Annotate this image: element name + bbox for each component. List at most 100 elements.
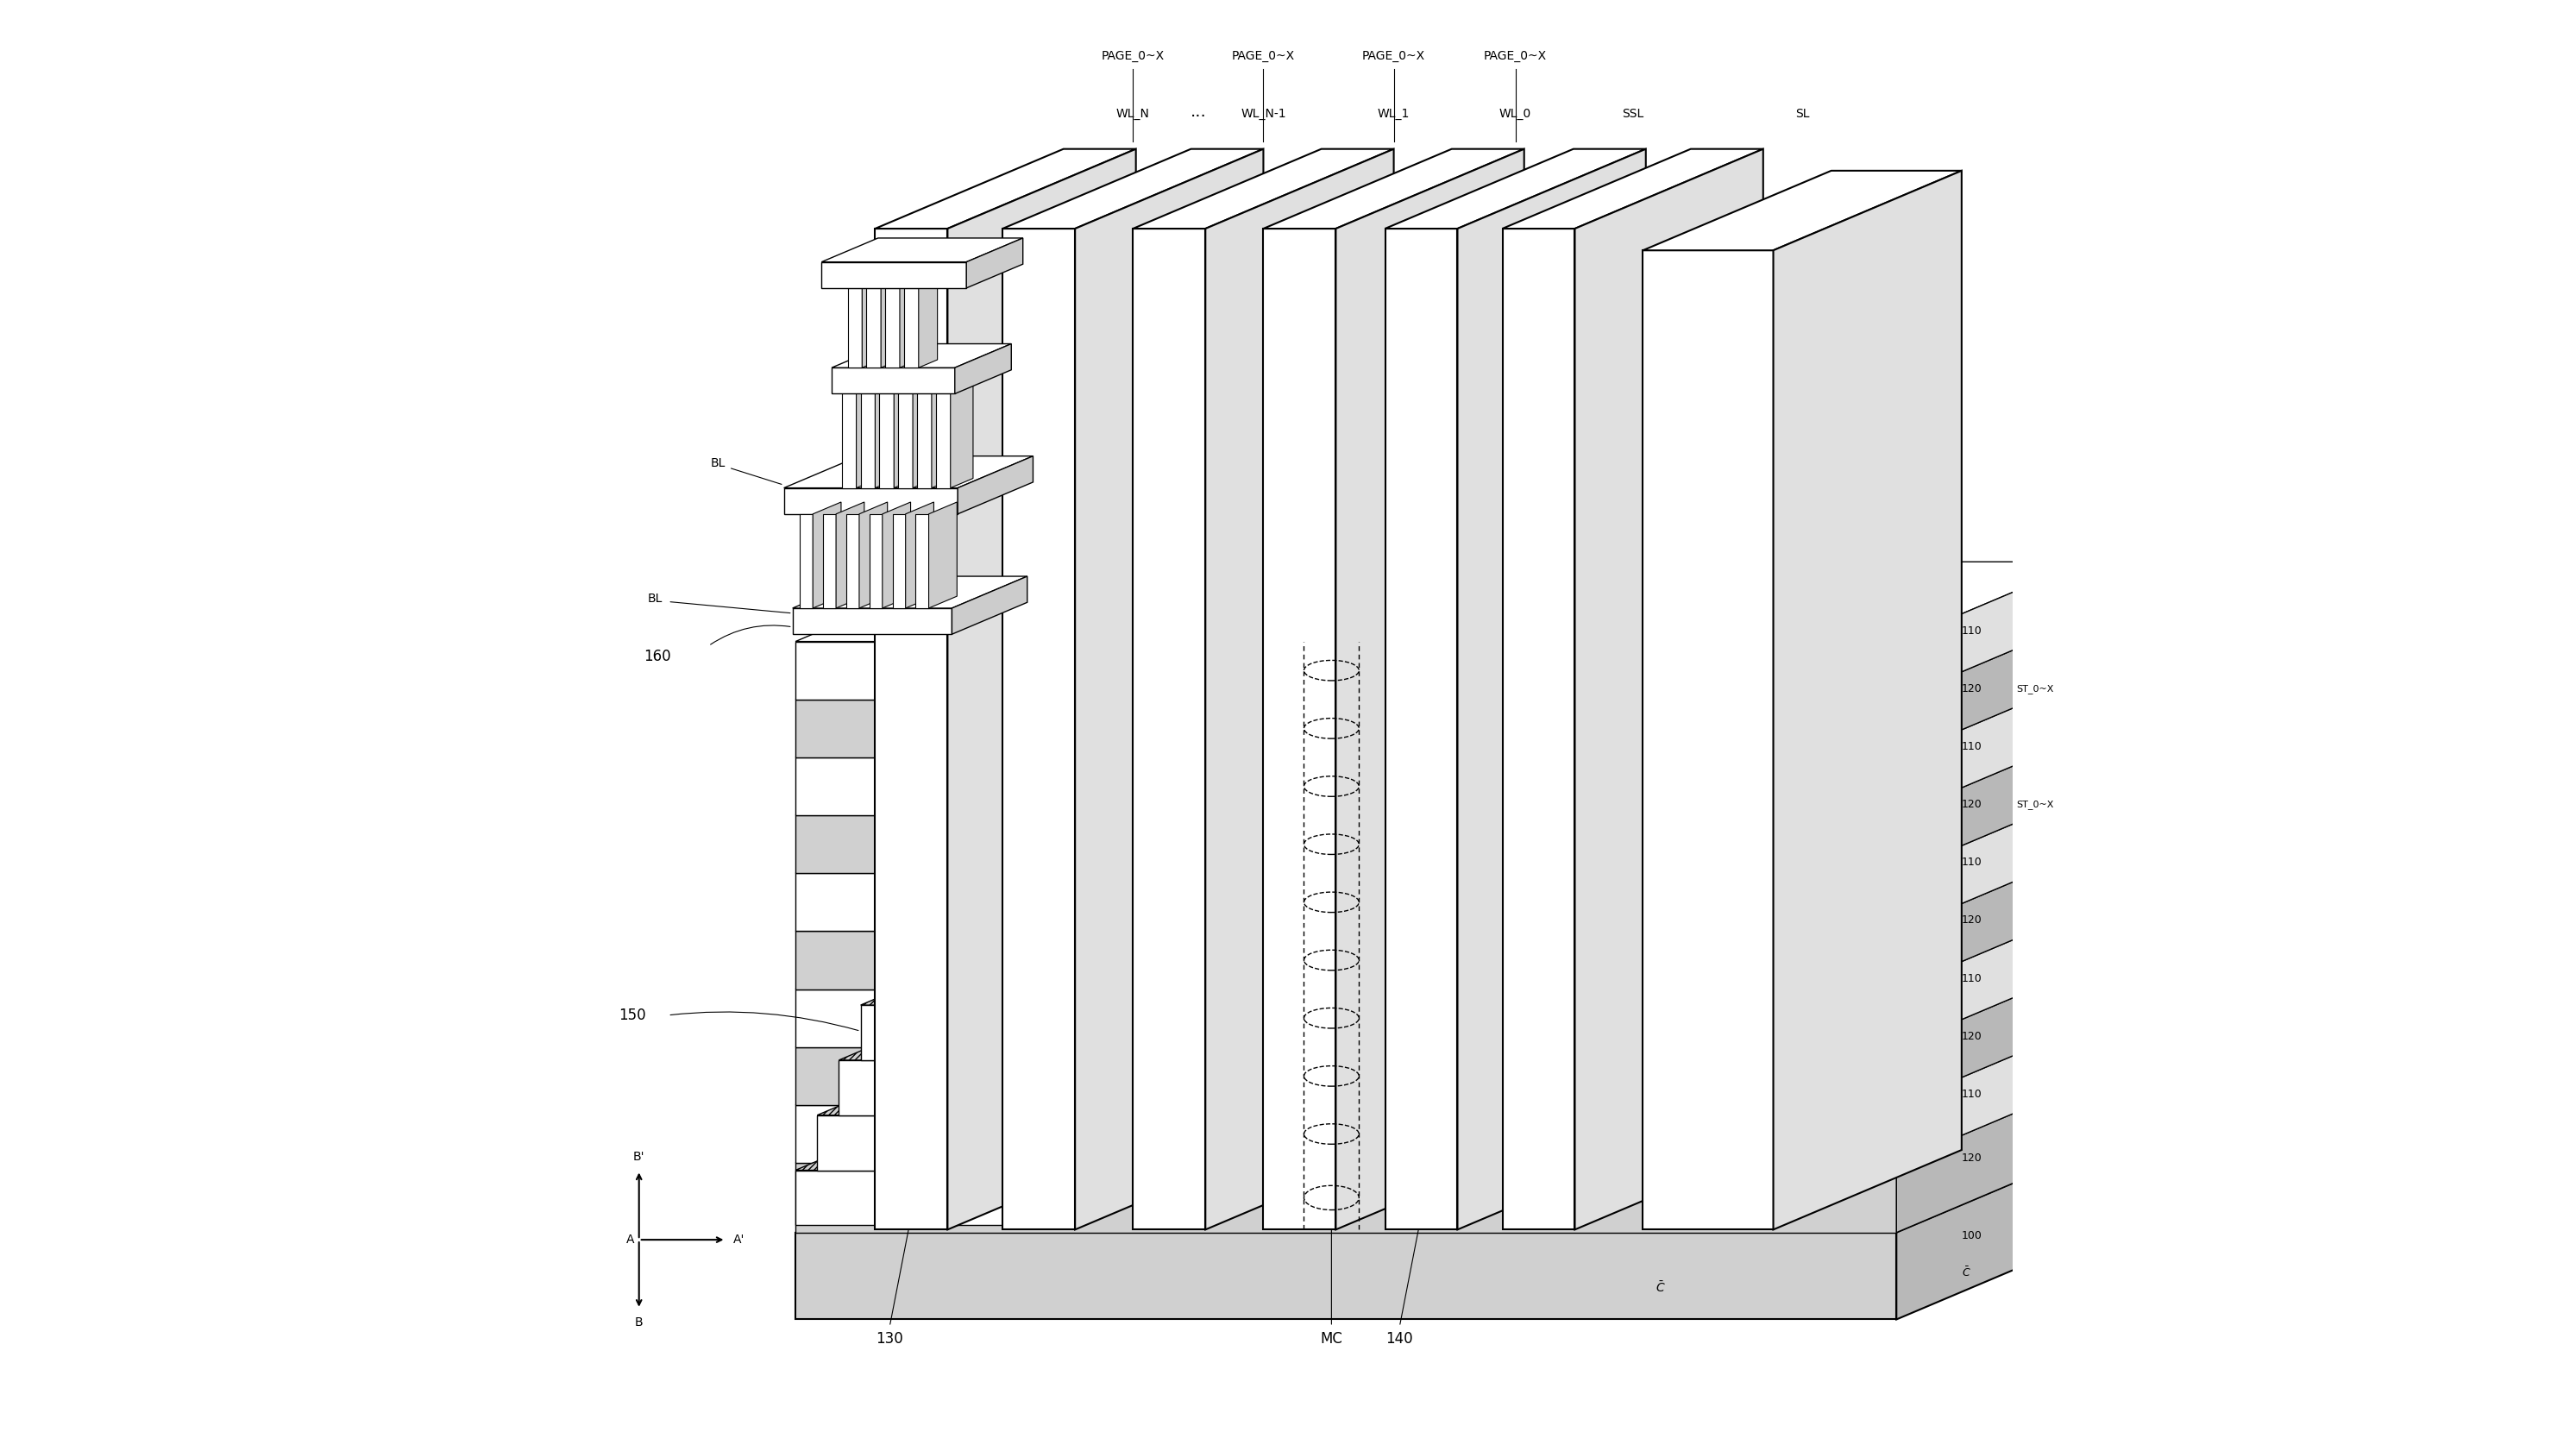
Text: 110: 110 — [1960, 856, 1981, 868]
Polygon shape — [1574, 149, 1762, 1229]
Text: PAGE_0~X: PAGE_0~X — [1484, 49, 1548, 62]
Polygon shape — [881, 280, 899, 367]
Polygon shape — [848, 287, 863, 367]
Polygon shape — [840, 1061, 1072, 1116]
Polygon shape — [1074, 149, 1262, 1229]
Polygon shape — [904, 287, 920, 367]
Polygon shape — [796, 910, 2084, 990]
Polygon shape — [814, 502, 842, 608]
Polygon shape — [1643, 251, 1772, 1229]
Polygon shape — [796, 699, 1896, 757]
Text: MC: MC — [1321, 1331, 1342, 1347]
Text: A': A' — [734, 1233, 744, 1246]
Polygon shape — [1896, 968, 2084, 1106]
Polygon shape — [796, 1048, 1896, 1106]
Text: 120: 120 — [1960, 1152, 1981, 1164]
Polygon shape — [899, 280, 920, 367]
Polygon shape — [845, 514, 860, 608]
Polygon shape — [1072, 981, 1128, 1061]
Polygon shape — [1643, 171, 1960, 251]
Polygon shape — [796, 990, 1896, 1048]
Polygon shape — [930, 502, 956, 608]
Polygon shape — [860, 393, 876, 488]
Polygon shape — [904, 895, 1072, 950]
Polygon shape — [1458, 149, 1646, 1229]
Polygon shape — [1772, 171, 1960, 1229]
Text: ST_0~X: ST_0~X — [2017, 800, 2053, 810]
Polygon shape — [855, 385, 878, 488]
Polygon shape — [933, 385, 953, 488]
Text: DSL_N: DSL_N — [1036, 212, 1072, 223]
Text: $\bar{C}$: $\bar{C}$ — [1960, 1265, 1971, 1278]
Polygon shape — [958, 456, 1033, 514]
Text: WL_1: WL_1 — [1378, 107, 1409, 120]
Text: ...: ... — [1190, 103, 1206, 120]
Polygon shape — [953, 576, 1028, 634]
Polygon shape — [817, 1116, 1072, 1170]
Text: DSL_N-1: DSL_N-1 — [979, 212, 1023, 223]
Text: ST_0~X: ST_0~X — [2017, 683, 2053, 694]
Polygon shape — [817, 1091, 1128, 1116]
Text: 120: 120 — [1960, 800, 1981, 810]
Text: 120: 120 — [1960, 1030, 1981, 1042]
Polygon shape — [1896, 1026, 2084, 1164]
Polygon shape — [1896, 678, 2084, 815]
Polygon shape — [796, 1154, 2084, 1232]
Text: $\bar{C}$: $\bar{C}$ — [1656, 1280, 1664, 1294]
Text: 110: 110 — [1960, 1088, 1981, 1100]
Polygon shape — [904, 871, 1128, 895]
Text: PAGE_0~X: PAGE_0~X — [1363, 49, 1425, 62]
Polygon shape — [914, 514, 930, 608]
Text: 110: 110 — [1960, 741, 1981, 752]
Polygon shape — [1072, 926, 1128, 1006]
Polygon shape — [796, 757, 1896, 815]
Polygon shape — [1133, 149, 1394, 229]
Polygon shape — [863, 280, 881, 367]
Polygon shape — [966, 238, 1023, 287]
Polygon shape — [1072, 1146, 1128, 1225]
Polygon shape — [796, 736, 2084, 815]
Polygon shape — [907, 502, 935, 608]
Polygon shape — [796, 932, 1896, 990]
Polygon shape — [796, 1146, 1128, 1170]
Polygon shape — [891, 514, 907, 608]
Polygon shape — [876, 149, 1136, 229]
Text: PAGE_0~X: PAGE_0~X — [1231, 49, 1296, 62]
Polygon shape — [842, 393, 855, 488]
Polygon shape — [796, 1164, 1896, 1232]
Polygon shape — [917, 393, 933, 488]
Polygon shape — [799, 514, 814, 608]
Text: SL: SL — [1795, 107, 1808, 120]
Text: DSL_1: DSL_1 — [940, 212, 974, 223]
Polygon shape — [884, 950, 1072, 1006]
Polygon shape — [884, 926, 1128, 950]
Polygon shape — [1896, 1154, 2084, 1319]
Polygon shape — [796, 562, 2084, 641]
Polygon shape — [796, 620, 2084, 699]
Polygon shape — [822, 514, 837, 608]
Text: 110: 110 — [1960, 972, 1981, 984]
Polygon shape — [878, 393, 894, 488]
Polygon shape — [822, 238, 1023, 263]
Polygon shape — [1262, 149, 1525, 229]
Text: 140: 140 — [1386, 1331, 1414, 1347]
Polygon shape — [796, 815, 1896, 874]
Polygon shape — [920, 280, 938, 367]
Polygon shape — [860, 981, 1128, 1006]
Polygon shape — [899, 393, 912, 488]
Polygon shape — [876, 229, 948, 1229]
Polygon shape — [1502, 229, 1574, 1229]
Polygon shape — [796, 641, 1896, 699]
Polygon shape — [1896, 620, 2084, 757]
Polygon shape — [1133, 229, 1206, 1229]
Text: DSL_0: DSL_0 — [907, 212, 940, 223]
Polygon shape — [912, 385, 935, 488]
Polygon shape — [1072, 1036, 1128, 1116]
Polygon shape — [783, 488, 958, 514]
Polygon shape — [956, 344, 1012, 393]
Polygon shape — [1002, 229, 1074, 1229]
Text: 100: 100 — [1960, 1230, 1981, 1242]
Text: 120: 120 — [1960, 914, 1981, 926]
Polygon shape — [866, 287, 881, 367]
Polygon shape — [796, 1232, 1896, 1319]
